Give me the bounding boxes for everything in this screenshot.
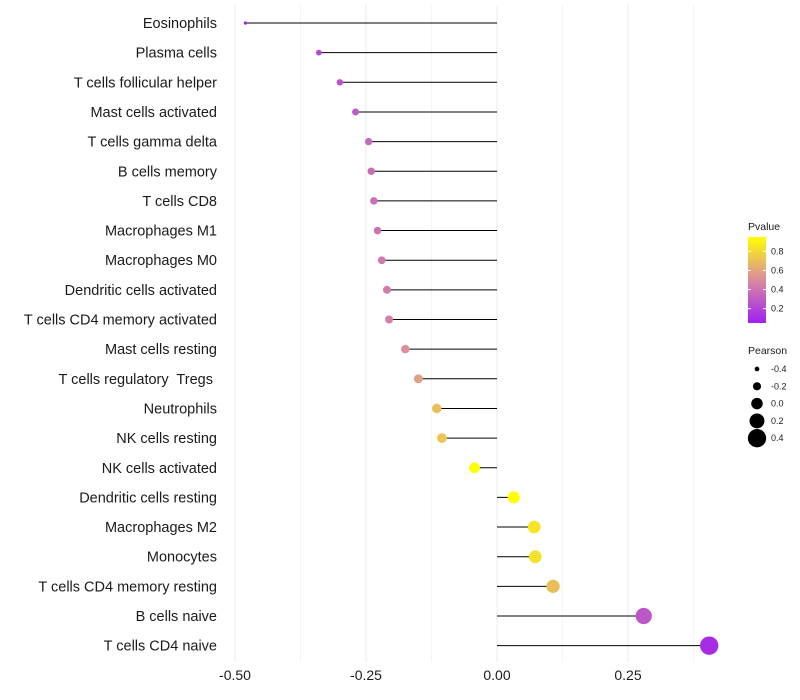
- lollipop-point: [528, 550, 542, 564]
- category-label: Macrophages M0: [105, 253, 217, 269]
- lollipop-point: [364, 137, 373, 146]
- category-label: B cells naive: [136, 609, 217, 625]
- pearson-legend-label: 0.0: [771, 399, 784, 409]
- category-label: T cells CD4 naive: [104, 639, 217, 655]
- lollipop-point: [385, 315, 394, 324]
- category-label: NK cells activated: [102, 461, 217, 477]
- category-label: Monocytes: [147, 550, 217, 566]
- pvalue-legend-title: Pvalue: [748, 221, 780, 233]
- lollipop-point: [382, 285, 391, 294]
- category-label: Neutrophils: [144, 401, 217, 417]
- x-tick-label: 0.25: [614, 667, 641, 683]
- category-label: Macrophages M2: [105, 520, 217, 536]
- colorbar-tick-label: 0.6: [771, 265, 784, 275]
- lollipop-point: [700, 636, 719, 655]
- category-label: Mast cells activated: [90, 105, 217, 121]
- lollipop-point: [437, 433, 447, 443]
- x-tick-label: 0.00: [483, 667, 510, 683]
- colorbar-tick-label: 0.2: [771, 304, 784, 314]
- x-tick-label: -0.50: [219, 667, 251, 683]
- stem-layer: [245, 22, 710, 647]
- x-tick-label: -0.25: [350, 667, 382, 683]
- category-label: T cells gamma delta: [88, 135, 218, 151]
- pearson-legend-dot: [754, 366, 760, 372]
- category-label: Eosinophils: [143, 16, 217, 32]
- pearson-legend-dot: [751, 397, 763, 410]
- pearson-legend-label: 0.2: [771, 416, 784, 426]
- lollipop-point: [635, 607, 652, 625]
- lollipop-point: [336, 79, 343, 86]
- lollipop-point: [507, 491, 520, 504]
- pvalue-legend: Pvalue 0.2 0.4 0.6 0.8: [748, 221, 784, 323]
- category-label: Dendritic cells activated: [65, 283, 217, 299]
- lollipop-point: [546, 579, 560, 594]
- category-label: T cells follicular helper: [74, 75, 217, 91]
- colorbar-tick-label: 0.4: [771, 285, 784, 295]
- category-label: T cells regulatory Tregs: [59, 372, 218, 388]
- pearson-legend-title: Pearson: [748, 345, 787, 357]
- category-labels: Eosinophils Plasma cells T cells follicula…: [24, 16, 218, 655]
- pearson-legend-label: -0.4: [771, 364, 787, 374]
- category-label: NK cells resting: [116, 431, 217, 447]
- lollipop-point: [413, 374, 423, 384]
- category-label: Plasma cells: [136, 46, 217, 62]
- pearson-legend-dot: [752, 382, 762, 391]
- lollipop-point: [352, 108, 359, 116]
- category-label: Dendritic cells resting: [79, 490, 217, 506]
- pearson-legend-dot: [747, 429, 767, 448]
- lollipop-point: [373, 226, 382, 235]
- pearson-legend-label: 0.4: [771, 433, 784, 443]
- category-label: T cells CD8: [142, 194, 217, 210]
- lollipop-point: [367, 167, 375, 175]
- lollipop-point: [469, 462, 480, 474]
- category-label: T cells CD4 memory activated: [24, 313, 217, 329]
- category-label: Macrophages M1: [105, 224, 217, 240]
- category-label: T cells CD4 memory resting: [38, 579, 217, 595]
- lollipop-point: [243, 21, 248, 25]
- lollipop-point: [377, 256, 386, 265]
- category-label: B cells memory: [118, 164, 218, 180]
- grid-layer: [234, 5, 694, 662]
- lollipop-point: [527, 520, 541, 534]
- pearson-legend-label: -0.2: [771, 381, 787, 391]
- lollipop-point: [401, 344, 410, 354]
- point-layer: [243, 21, 719, 655]
- lollipop-point: [370, 197, 378, 205]
- x-tick-labels: -0.50 -0.25 0.00 0.25: [219, 667, 642, 683]
- pearson-legend: Pearson -0.4 -0.2 0.0 0.2 0.4: [747, 345, 787, 448]
- pvalue-colorbar: [748, 237, 766, 323]
- lollipop-point: [431, 403, 442, 414]
- colorbar-tick-label: 0.8: [771, 246, 784, 256]
- pearson-legend-dot: [749, 413, 765, 429]
- lollipop-point: [315, 49, 322, 56]
- category-label: Mast cells resting: [105, 342, 217, 358]
